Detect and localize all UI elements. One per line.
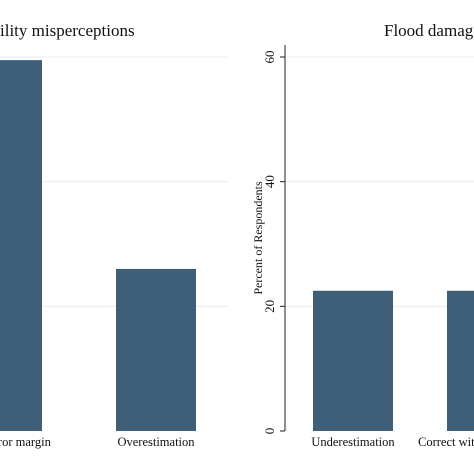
y-tick-label: 40 [262, 175, 277, 188]
right-panel: Flood damag Percent of Respondents 0 20 40… [251, 21, 474, 449]
left-chart-title: ility misperceptions [0, 21, 135, 40]
right-y-ticks: 0 20 40 60 [262, 51, 285, 435]
right-category-labels: Underestimation Correct wit [311, 435, 474, 449]
category-label: Overestimation [117, 435, 195, 449]
left-panel: ility misperceptions within error margin… [0, 21, 228, 449]
bar [116, 268, 196, 431]
category-label: within error margin [0, 435, 52, 449]
y-tick-label: 0 [262, 428, 277, 435]
left-category-labels: within error margin Overestimation [0, 435, 195, 449]
right-bars [313, 290, 474, 431]
right-chart-title: Flood damag [384, 21, 474, 40]
bar [0, 60, 42, 431]
y-tick-label: 60 [262, 51, 277, 64]
bar [313, 290, 393, 431]
bar [447, 290, 474, 431]
y-tick-label: 20 [262, 300, 277, 313]
y-axis-label: Percent of Respondents [251, 181, 265, 295]
left-bars [0, 60, 196, 431]
category-label: Correct wit [418, 435, 474, 449]
category-label: Underestimation [311, 435, 395, 449]
right-gridlines [285, 56, 474, 307]
